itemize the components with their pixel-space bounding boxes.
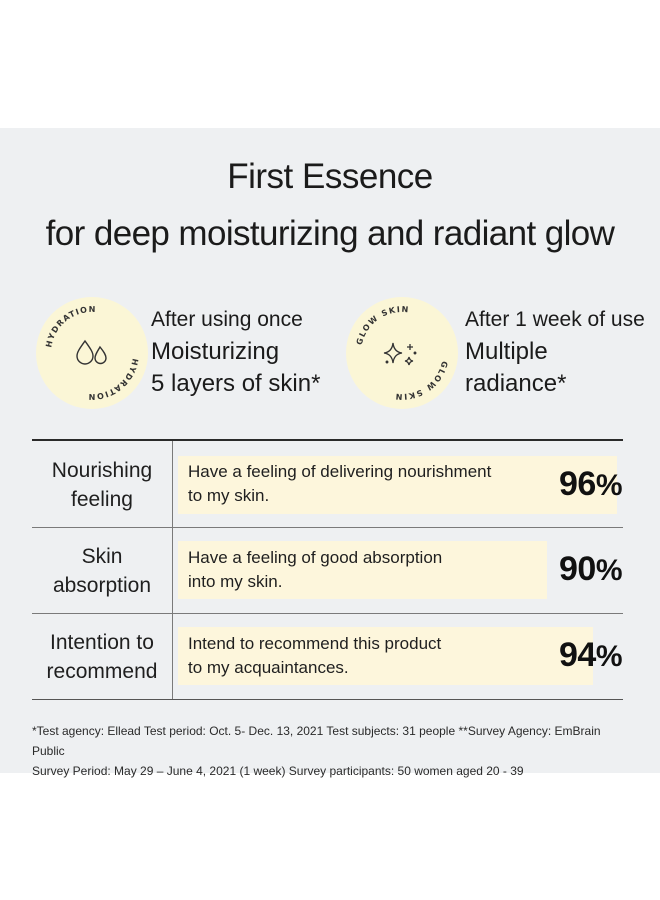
claim-glow-main-2: radiance* [465,370,567,397]
footnote: *Test agency: Ellead Test period: Oct. 5… [32,721,632,781]
hydration-ring: HYDRATION HYDRATION [44,305,139,401]
footnote-line-1: *Test agency: Ellead Test period: Oct. 5… [32,724,601,758]
percent-sign: % [595,554,623,587]
table-row-rule [32,613,623,614]
row-statement-line: Intend to recommend this product [188,634,442,653]
table-column-divider [172,441,173,700]
claim-hydration: After using once Moisturizing 5 layers o… [151,304,320,400]
claim-hydration-main-1: Moisturizing [151,338,280,365]
glow-ring: GLOW SKIN GLOW SKIN [355,305,449,401]
table-row-rule [32,527,623,528]
percent-value: 96 [558,465,596,503]
hydration-badge: HYDRATION HYDRATION [36,297,148,409]
svg-text:HYDRATION: HYDRATION [87,358,139,401]
result-bar [178,541,547,599]
row-label: Nourishing feeling [32,456,172,514]
row-label-line: Skin [81,545,123,568]
row-label-line: Intention to [50,631,154,654]
row-label: Intention to recommend [32,628,172,686]
row-label: Skin absorption [32,542,172,600]
title-line-2: for deep moisturizing and radiant glow [45,214,615,253]
result-bar [178,627,593,685]
footnote-line-2: Survey Period: May 29 – June 4, 2021 (1 … [32,764,524,778]
row-statement-line: Have a feeling of delivering nourishment [188,462,492,481]
percent-value: 90 [558,550,596,588]
table-bottom-rule [32,699,623,700]
sparkle-icon [383,342,417,366]
row-statement: Intend to recommend this product to my a… [188,632,441,680]
row-label-line: recommend [46,660,158,683]
row-statement-line: into my skin. [188,572,283,591]
row-label-line: absorption [52,574,152,597]
percent-value: 94 [558,636,596,674]
claim-glow-main-1: Multiple [465,338,548,365]
row-statement-line: to my acquaintances. [188,658,349,677]
water-drops-icon [76,339,107,365]
row-percent: 90% [558,550,623,589]
row-percent: 94% [558,636,623,675]
percent-sign: % [595,469,623,502]
claim-hydration-main-2: 5 layers of skin* [151,370,321,397]
glow-badge: GLOW SKIN GLOW SKIN [346,297,458,409]
svg-text:HYDRATION: HYDRATION [44,305,96,348]
row-statement-line: Have a feeling of good absorption [188,548,443,567]
row-label-line: Nourishing [51,459,153,482]
row-label-line: feeling [71,488,133,511]
svg-text:GLOW SKIN: GLOW SKIN [355,305,410,346]
claim-glow: After 1 week of use Multiple radiance* [465,304,645,400]
row-percent: 96% [558,465,623,504]
row-statement: Have a feeling of delivering nourishment… [188,460,491,508]
title-line-1: First Essence [227,157,433,196]
svg-text:GLOW SKIN: GLOW SKIN [394,360,449,401]
row-statement-line: to my skin. [188,486,270,505]
table-top-rule [32,439,623,441]
claim-glow-sub: After 1 week of use [465,308,645,331]
result-bar [178,456,617,514]
percent-sign: % [595,640,623,673]
claim-hydration-sub: After using once [151,308,303,331]
row-statement: Have a feeling of good absorption into m… [188,546,442,594]
